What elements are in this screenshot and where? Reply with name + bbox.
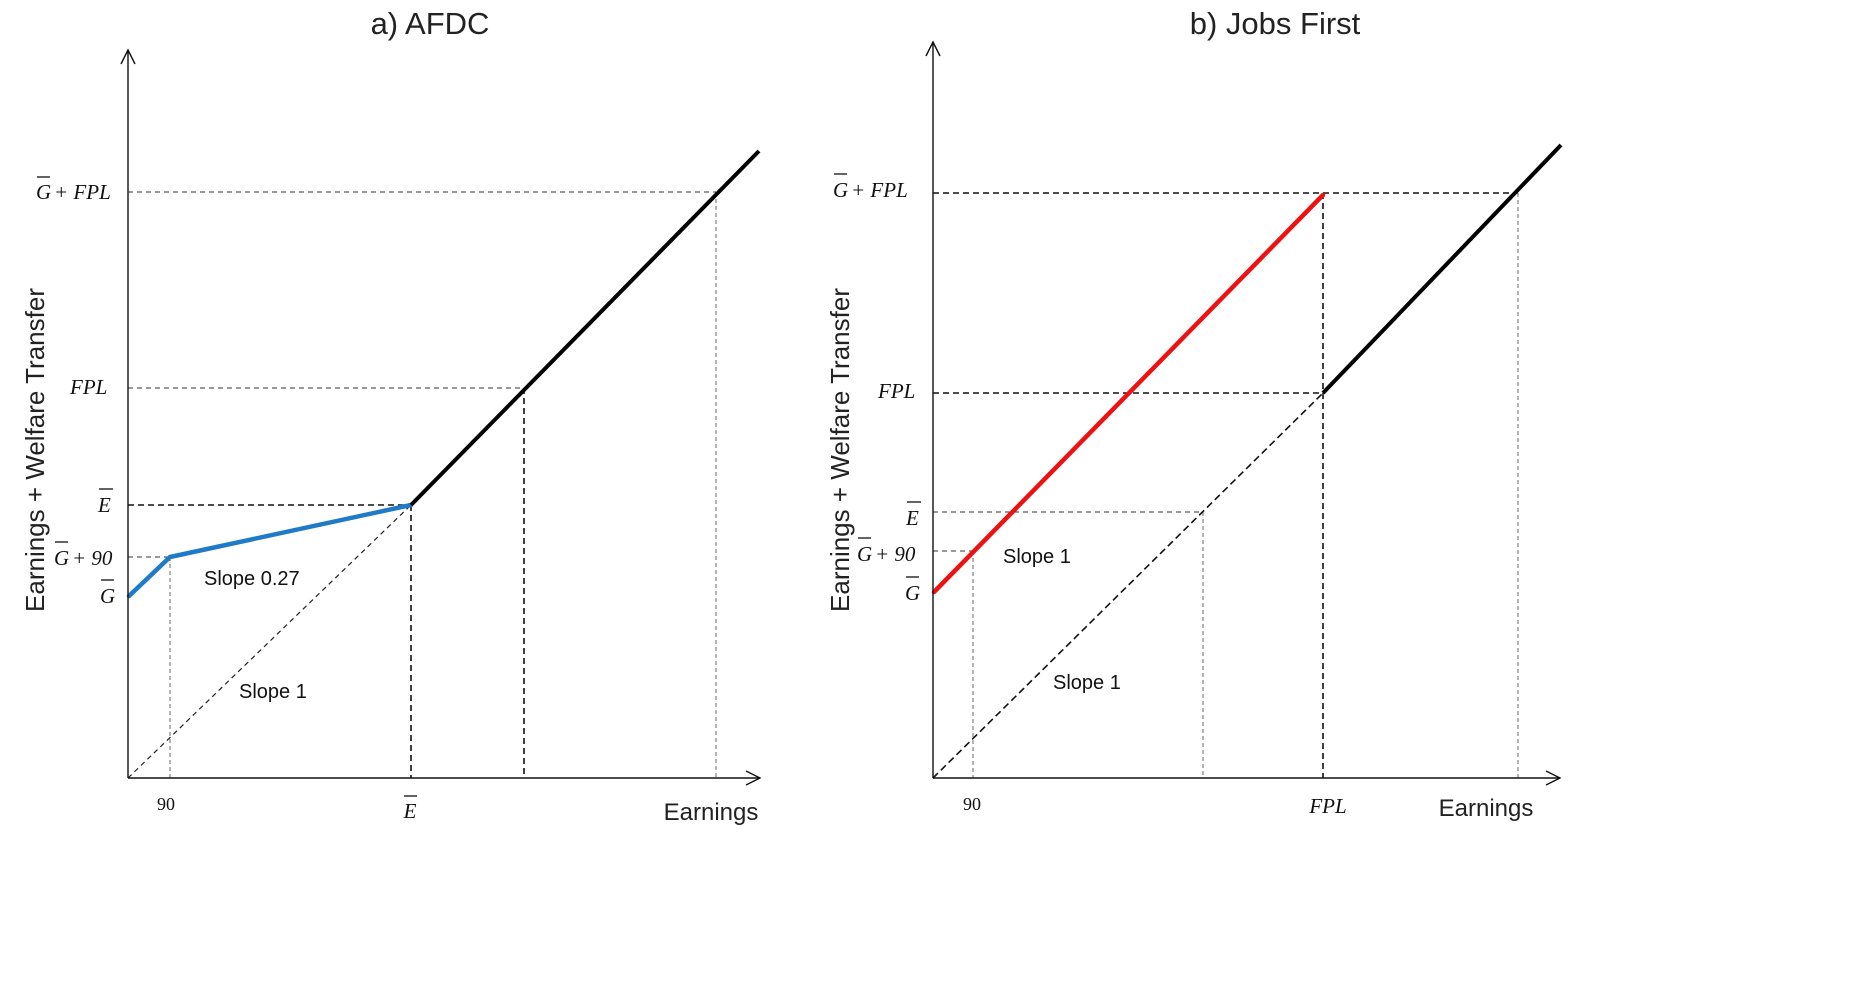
- panel-a-y-axis-label: Earnings + Welfare Transfer: [20, 288, 50, 612]
- panel-a-title: a) AFDC: [371, 6, 490, 41]
- panel-afdc: a) AFDC Earnings + Welfare Transfer G + …: [20, 6, 762, 826]
- panel-b-jobs-first-budget-line: [931, 192, 1326, 595]
- panel-b-x-axis-arrow: [1545, 770, 1562, 786]
- panel-a-y-tick-g-plus-fpl-rest: + FPL: [54, 180, 111, 204]
- panel-b-y-tick-e-bar-text: E: [905, 506, 919, 530]
- panel-b-y-tick-g-plus-90-g: G: [857, 542, 872, 566]
- panel-a-y-axis-arrow: [120, 48, 136, 65]
- panel-a-x-tick-e-bar-text: E: [403, 799, 417, 823]
- panel-b-title: b) Jobs First: [1190, 6, 1361, 41]
- panel-b-x-axis-label: Earnings: [1439, 795, 1534, 822]
- panel-a-afdc-budget-line: [126, 502, 414, 599]
- panel-a-y-tick-fpl: FPL: [69, 375, 107, 399]
- panel-a-y-tick-g-plus-fpl-g: G: [36, 180, 51, 204]
- panel-b-post-eligibility-line: [1321, 143, 1563, 395]
- panel-b-x-tick-fpl: FPL: [1308, 794, 1346, 818]
- panel-b-y-tick-fpl: FPL: [877, 379, 915, 403]
- panel-a-slope-027-label: Slope 0.27: [204, 568, 300, 590]
- panel-b-y-tick-g-plus-90-rest: + 90: [875, 542, 916, 566]
- panel-b-x-tick-90: 90: [963, 794, 981, 814]
- panel-b-y-tick-g-bar-text: G: [905, 581, 920, 605]
- panel-b-y-tick-g-plus-fpl: G + FPL: [833, 173, 908, 202]
- panel-b-y-tick-e-bar: E: [905, 501, 921, 530]
- panel-b-y-tick-g-plus-90: G + 90: [857, 537, 916, 566]
- panel-a-y-tick-e-bar: E: [97, 488, 113, 517]
- panel-b-y-tick-g-bar: G: [905, 576, 920, 605]
- panel-a-y-tick-g-plus-90-g: G: [54, 546, 69, 570]
- panel-a-x-axis-label: Earnings: [664, 799, 759, 826]
- panel-b-slope-1-reference-line: [932, 392, 1324, 779]
- panel-a-y-tick-g-plus-90: G + 90: [54, 541, 113, 570]
- panel-a-x-tick-90: 90: [157, 794, 175, 814]
- panel-b-y-axis-label: Earnings + Welfare Transfer: [825, 288, 855, 612]
- panel-a-post-eligibility-line: [409, 149, 761, 507]
- panel-b-slope-1-upper-label: Slope 1: [1003, 546, 1071, 568]
- panel-a-slope-1-label: Slope 1: [239, 681, 307, 703]
- panel-a-y-tick-g-bar: G: [100, 579, 115, 608]
- budget-constraint-figure: a) AFDC Earnings + Welfare Transfer G + …: [20, 6, 1563, 826]
- panel-b-y-tick-g-plus-fpl-rest: + FPL: [851, 178, 908, 202]
- panel-b-y-tick-g-plus-fpl-g: G: [833, 178, 848, 202]
- panel-a-y-tick-g-plus-fpl: G + FPL: [36, 176, 111, 204]
- panel-b-slope-1-lower-label: Slope 1: [1053, 672, 1121, 694]
- panel-a-y-tick-e-bar-text: E: [97, 493, 111, 517]
- panel-a-x-axis-arrow: [745, 770, 762, 786]
- panel-a-slope-1-reference-line: [127, 504, 412, 779]
- panel-a-y-tick-g-plus-90-rest: + 90: [72, 546, 113, 570]
- panel-jobs-first: b) Jobs First Earnings + Welfare Transfe…: [825, 6, 1563, 822]
- panel-a-x-tick-e-bar: E: [403, 795, 417, 823]
- panel-a-y-tick-g-bar-text: G: [100, 584, 115, 608]
- panel-b-y-axis-arrow: [925, 40, 941, 57]
